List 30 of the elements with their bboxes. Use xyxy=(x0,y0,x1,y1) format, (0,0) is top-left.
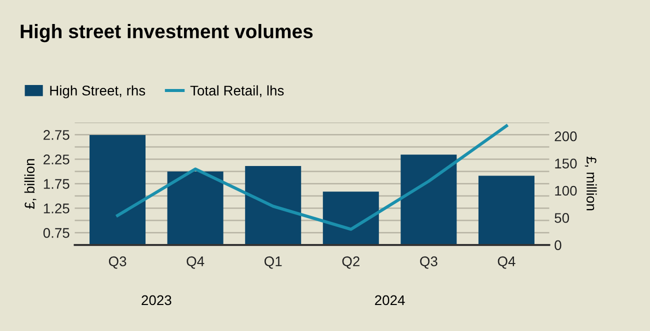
y-tick-label: 2.25 xyxy=(44,154,70,164)
x-tick-label: Q3 xyxy=(420,256,438,269)
x-tick-label: Q3 xyxy=(108,256,126,269)
legend-label: Total Retail, lhs xyxy=(190,85,284,98)
y2-axis-title: £, million xyxy=(584,156,597,210)
y2-tick-label: 150 xyxy=(555,158,577,168)
x-tick-label: Q4 xyxy=(186,256,204,269)
bar xyxy=(478,176,534,245)
chart-title: High street investment volumes xyxy=(20,24,313,42)
bar xyxy=(167,171,224,245)
x-tick-label: Q1 xyxy=(264,256,282,269)
x-tick-label: Q4 xyxy=(498,256,516,269)
bar xyxy=(245,166,302,245)
line-series xyxy=(116,124,508,231)
y2-tick-label: 0 xyxy=(554,240,562,250)
text: 2023 xyxy=(142,295,172,306)
bar xyxy=(322,192,379,245)
y-tick-label: 0.75 xyxy=(43,228,70,238)
y2-tick-label: 100 xyxy=(555,186,577,196)
legend-label: High Street, rhs xyxy=(50,85,146,98)
bar xyxy=(90,134,146,245)
y2-tick-label: 200 xyxy=(554,131,577,142)
bar xyxy=(400,154,457,245)
y2-tick-label: 50 xyxy=(554,213,570,223)
x-tick-label: Q2 xyxy=(342,256,360,269)
y-tick-label: 2.75 xyxy=(44,130,70,140)
y-tick-label: 1.25 xyxy=(44,204,70,214)
y-axis-title: £, billion xyxy=(24,159,36,209)
y-tick-label: 1.75 xyxy=(44,179,70,189)
text: 2024 xyxy=(375,295,405,306)
